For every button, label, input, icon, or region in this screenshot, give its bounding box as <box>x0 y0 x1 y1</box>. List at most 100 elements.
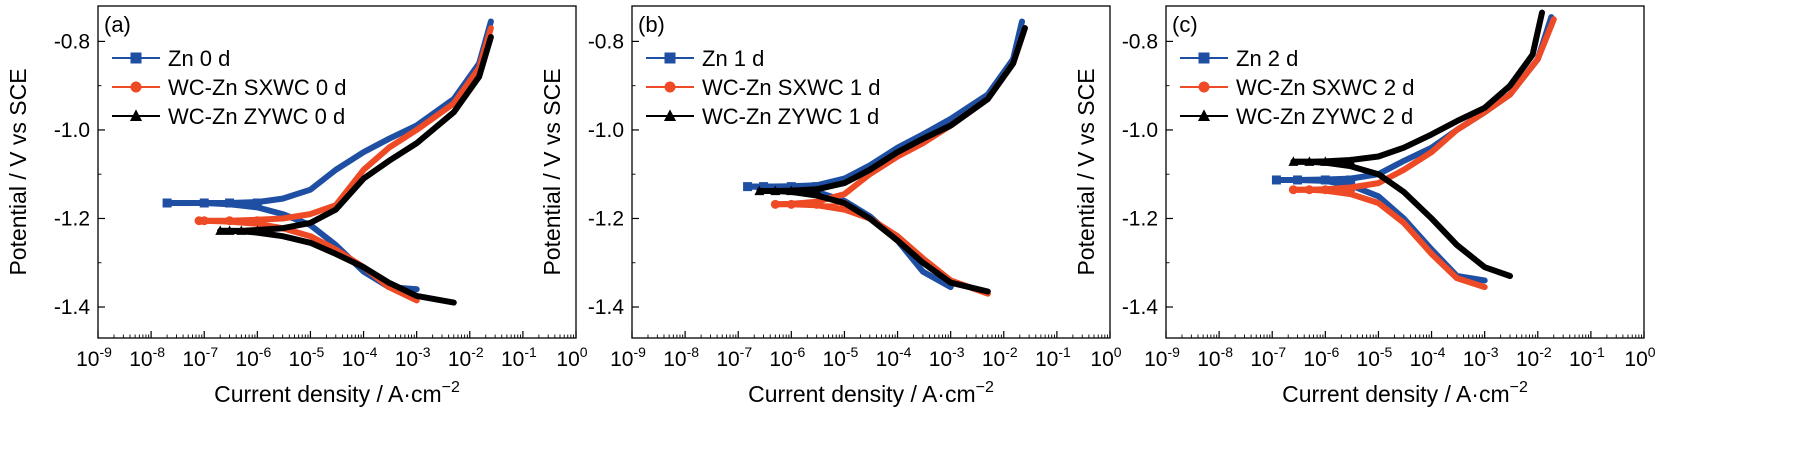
legend-marker <box>130 81 142 93</box>
x-tick-label: 10-3 <box>929 344 965 371</box>
x-tick-label: 100 <box>1090 344 1121 371</box>
data-point <box>1346 175 1356 185</box>
y-tick-label: -1.4 <box>588 296 625 319</box>
x-tick-label: 10-2 <box>982 344 1018 371</box>
x-tick-label: 10-9 <box>610 344 646 371</box>
panel-label: (a) <box>104 12 131 37</box>
data-point <box>236 225 247 235</box>
data-point <box>1304 185 1314 195</box>
y-tick-label: -1.0 <box>54 119 90 142</box>
x-axis-label: Current density / A·cm−2 <box>1282 379 1528 407</box>
data-point <box>1346 185 1356 195</box>
data-point <box>225 198 235 208</box>
legend-marker <box>664 52 676 64</box>
data-point <box>811 185 822 196</box>
plot-frame <box>1165 5 1645 339</box>
data-point <box>1293 175 1303 185</box>
data-point <box>743 182 753 192</box>
data-point <box>224 225 235 235</box>
legend-marker <box>129 109 143 121</box>
y-tick-label: -0.8 <box>54 30 90 53</box>
x-tick-label: 10-2 <box>1516 344 1552 371</box>
cathodic-branch <box>772 201 991 297</box>
x-tick-label: 10-4 <box>1410 344 1446 371</box>
data-point <box>770 199 780 209</box>
data-point <box>162 198 172 208</box>
legend-marker <box>130 52 142 64</box>
data-point <box>1304 156 1315 166</box>
x-tick-label: 10-6 <box>1303 344 1339 371</box>
panel-a: 10-9 10-8 10-7 10-6 10-5 10-4 10-3 10-2 10-1 100 -… <box>5 5 588 407</box>
y-tick-label: -1.2 <box>54 207 90 230</box>
x-tick-label: 100 <box>556 344 587 371</box>
data-point <box>1320 156 1331 166</box>
data-point <box>252 225 263 235</box>
legend-entry: WC-Zn SXWC 2 d <box>1236 75 1414 100</box>
y-tick-label: -1.4 <box>1122 296 1159 319</box>
data-point <box>1320 175 1330 185</box>
cathodic-branch <box>1273 177 1488 284</box>
y-tick-label: -0.8 <box>588 30 624 53</box>
data-point <box>770 185 781 196</box>
y-axis-label: Potential / V vs SCE <box>539 68 565 275</box>
data-point <box>252 198 262 208</box>
x-tick-label: 10-9 <box>1144 344 1180 371</box>
panel-label: (b) <box>638 12 665 37</box>
x-tick-label: 10-5 <box>823 344 859 371</box>
x-tick-label: 10-7 <box>1250 344 1286 371</box>
data-point <box>1345 156 1356 166</box>
y-tick-label: -1.0 <box>588 119 624 142</box>
x-axis-label: Current density / A·cm−2 <box>748 379 994 407</box>
legend-marker <box>1198 81 1210 93</box>
legend-entry: WC-Zn SXWC 0 d <box>168 75 346 100</box>
x-axis-label: Current density / A·cm−2 <box>214 379 460 407</box>
x-tick-label: 100 <box>1624 344 1655 371</box>
x-tick-label: 10-2 <box>448 344 484 371</box>
legend-entry: Zn 2 d <box>1236 46 1298 71</box>
x-tick-label: 10-5 <box>289 344 325 371</box>
legend-entry: WC-Zn ZYWC 2 d <box>1236 104 1413 129</box>
cathodic-branch <box>217 227 457 306</box>
y-tick-label: -1.2 <box>588 207 624 230</box>
x-tick-label: 10-1 <box>501 344 537 371</box>
plot-frame <box>631 5 1111 339</box>
data-point <box>199 198 209 208</box>
legend: Zn 1 d WC-Zn SXWC 1 d WC-Zn ZYWC 1 d <box>646 46 880 129</box>
x-tick-label: 10-4 <box>876 344 912 371</box>
x-tick-label: 10-1 <box>1035 344 1071 371</box>
x-tick-label: 10-1 <box>1569 344 1605 371</box>
panel-b: 10-9 10-8 10-7 10-6 10-5 10-4 10-3 10-2 10-1 100 -… <box>539 5 1122 407</box>
y-axis-label: Potential / V vs SCE <box>5 68 31 275</box>
x-tick-label: 10-8 <box>129 344 165 371</box>
y-tick-label: -0.8 <box>1122 30 1158 53</box>
legend-marker <box>1198 52 1210 64</box>
y-tick-label: -1.0 <box>1122 119 1158 142</box>
legend-marker <box>663 109 677 121</box>
legend: Zn 0 d WC-Zn SXWC 0 d WC-Zn ZYWC 0 d <box>112 46 346 129</box>
panel-label: (c) <box>1172 12 1198 37</box>
data-point <box>1320 185 1330 195</box>
legend-marker <box>1197 109 1211 121</box>
data-point <box>1271 175 1281 185</box>
x-tick-label: 10-9 <box>76 344 112 371</box>
legend-entry: WC-Zn ZYWC 1 d <box>702 104 879 129</box>
data-point <box>786 185 797 196</box>
x-tick-label: 10-5 <box>1357 344 1393 371</box>
x-tick-label: 10-6 <box>769 344 805 371</box>
x-tick-label: 10-3 <box>1463 344 1499 371</box>
plot-frame <box>97 5 577 339</box>
x-tick-label: 10-4 <box>342 344 378 371</box>
data-point <box>215 225 226 235</box>
x-tick-label: 10-6 <box>235 344 271 371</box>
data-point <box>199 216 209 226</box>
series-zn <box>1271 14 1555 284</box>
data-point <box>754 185 765 196</box>
series-zywc <box>754 25 1028 295</box>
legend-entry: WC-Zn SXWC 1 d <box>702 75 880 100</box>
data-point <box>225 216 235 226</box>
series-zywc <box>1288 9 1545 279</box>
x-tick-label: 10-7 <box>182 344 218 371</box>
series-sxwc <box>770 25 1028 297</box>
legend-marker <box>664 81 676 93</box>
